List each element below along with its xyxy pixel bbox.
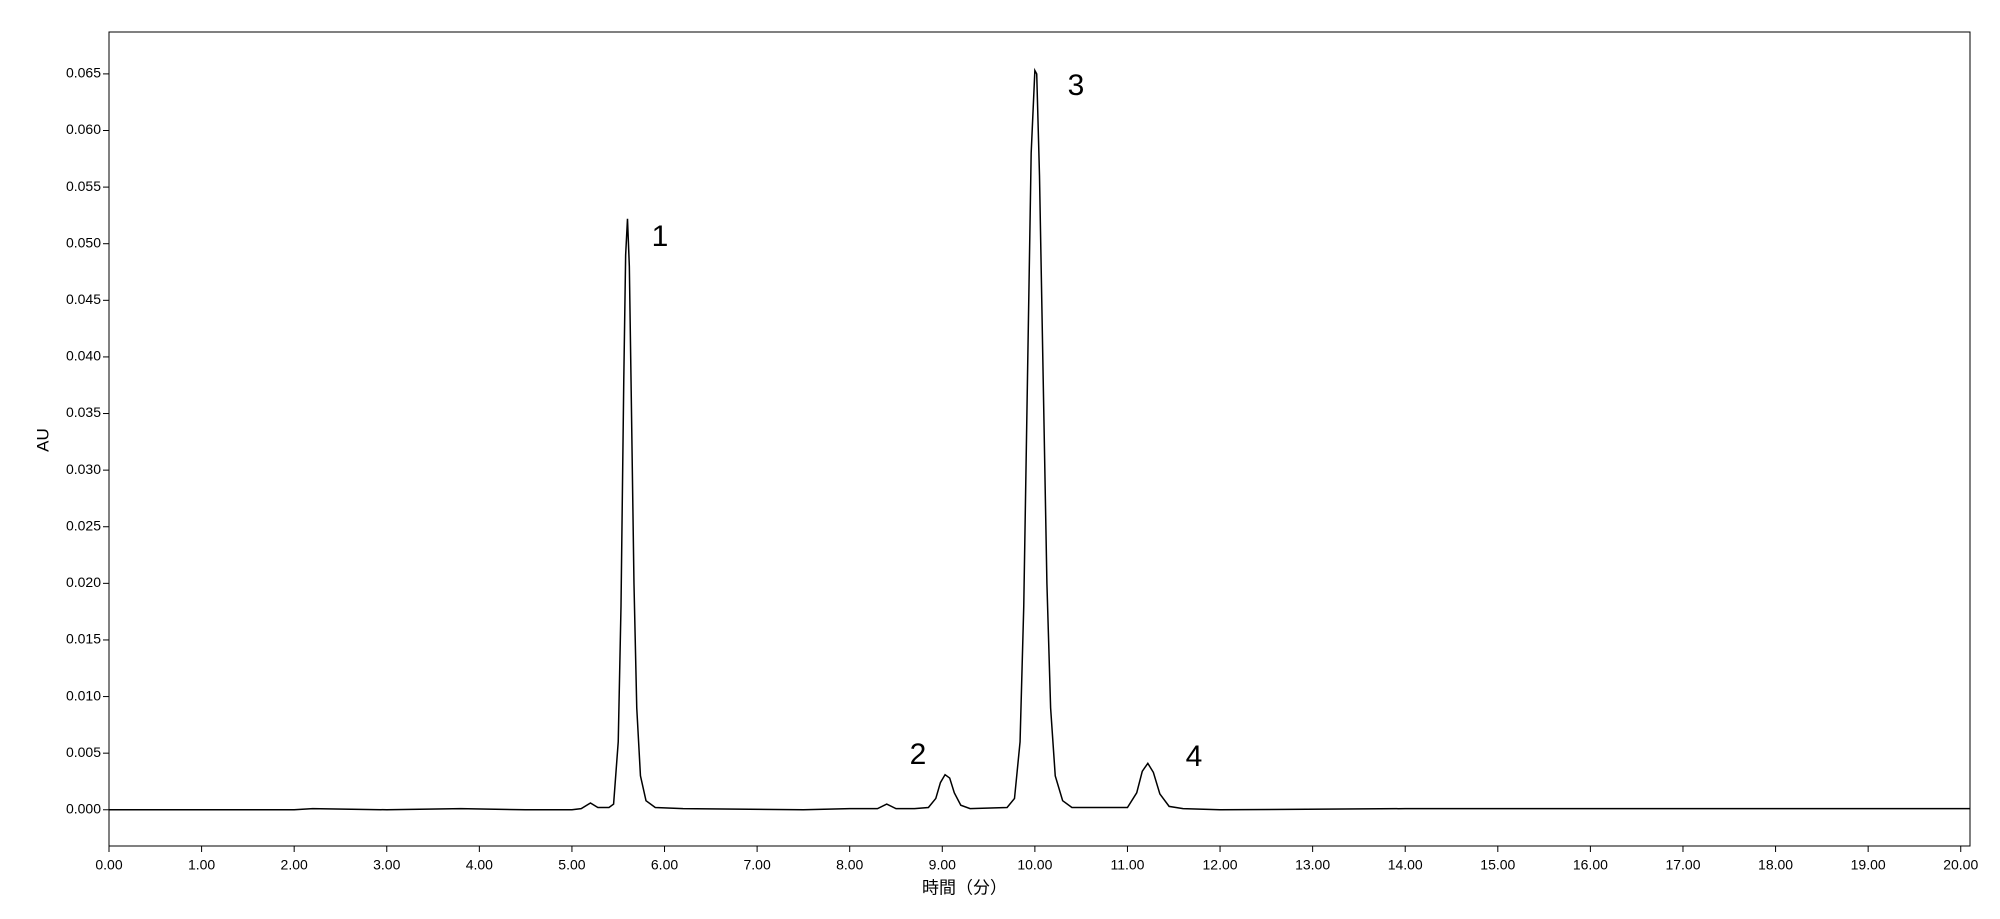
x-tick-label: 7.00 — [743, 857, 770, 873]
x-tick-label: 3.00 — [373, 857, 400, 873]
peak-label: 3 — [1068, 69, 1085, 102]
x-axis-label: 時間（分） — [922, 878, 1007, 897]
y-tick-label: 0.025 — [66, 517, 101, 533]
x-tick-label: 0.00 — [95, 857, 122, 873]
peak-label: 4 — [1186, 740, 1203, 773]
y-tick-label: 0.045 — [66, 291, 101, 307]
peak-label: 2 — [910, 738, 927, 771]
y-tick-label: 0.000 — [66, 800, 101, 816]
x-tick-label: 20.00 — [1943, 857, 1978, 873]
plot-frame — [108, 31, 1971, 847]
x-tick-label: 18.00 — [1758, 857, 1793, 873]
x-tick-label: 1.00 — [188, 857, 215, 873]
x-tick-label: 4.00 — [466, 857, 493, 873]
x-tick-label: 9.00 — [929, 857, 956, 873]
x-tick-label: 13.00 — [1295, 857, 1330, 873]
y-tick-label: 0.040 — [66, 348, 101, 364]
y-tick-label: 0.015 — [66, 631, 101, 647]
y-tick-label: 0.050 — [66, 234, 101, 250]
x-tick-label: 16.00 — [1573, 857, 1608, 873]
y-tick-label: 0.005 — [66, 744, 101, 760]
y-tick-label: 0.010 — [66, 687, 101, 703]
x-tick-label: 5.00 — [558, 857, 585, 873]
x-tick-label: 12.00 — [1203, 857, 1238, 873]
x-tick-label: 17.00 — [1665, 857, 1700, 873]
peak-label: 1 — [652, 220, 669, 253]
x-tick-label: 15.00 — [1480, 857, 1515, 873]
x-tick-label: 8.00 — [836, 857, 863, 873]
chromatogram-trace — [109, 67, 1970, 811]
y-tick-label: 0.020 — [66, 574, 101, 590]
y-axis-label: AU — [33, 428, 52, 452]
y-tick-label: 0.035 — [66, 404, 101, 420]
x-tick-label: 10.00 — [1017, 857, 1052, 873]
y-tick-label: 0.060 — [66, 121, 101, 137]
x-tick-label: 6.00 — [651, 857, 678, 873]
x-tick-label: 19.00 — [1851, 857, 1886, 873]
x-tick-label: 14.00 — [1388, 857, 1423, 873]
x-tick-label: 2.00 — [281, 857, 308, 873]
y-tick-label: 0.030 — [66, 461, 101, 477]
y-tick-label: 0.065 — [66, 65, 101, 81]
x-tick-label: 11.00 — [1110, 857, 1144, 873]
y-tick-label: 0.055 — [66, 178, 101, 194]
